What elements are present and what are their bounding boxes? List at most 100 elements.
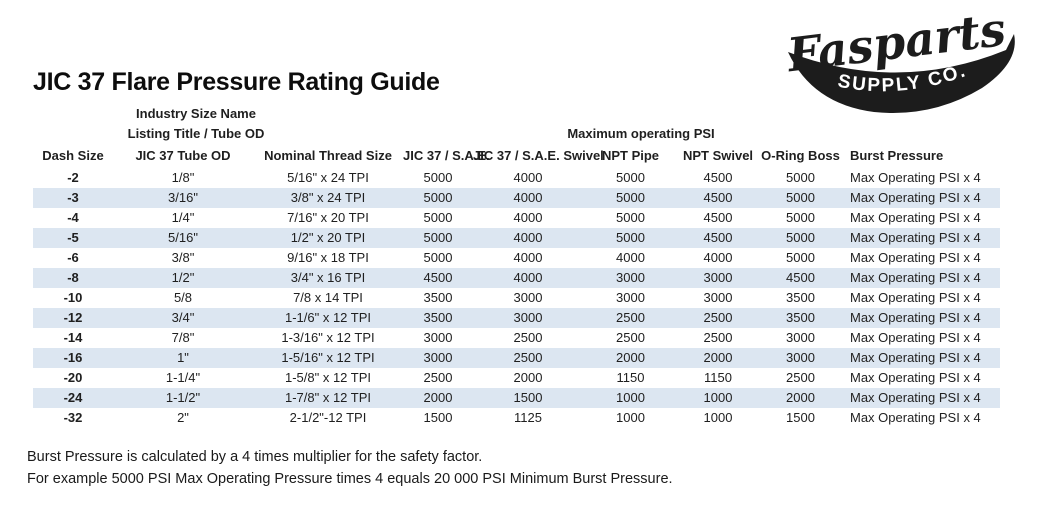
logo-swoosh-shape <box>788 34 1015 113</box>
table-row: -12 3/4" 1-1/6" x 12 TPI 3500 3000 2500 2500 35… <box>33 308 1000 328</box>
table-row: -24 1-1/2" 1-7/8" x 12 TPI 2000 1500 1000 1000… <box>33 388 1000 408</box>
table-cell: -20 <box>63 370 83 385</box>
table-cell: 2000 <box>616 350 645 365</box>
table-cell: 4000 <box>513 190 543 205</box>
table-cell: 1000 <box>703 410 733 425</box>
table-cell: 4000 <box>703 250 733 265</box>
max-operating-psi-group-header: Maximum operating PSI <box>567 126 715 141</box>
page-title: JIC 37 Flare Pressure Rating Guide <box>33 68 440 96</box>
table-cell: 3/4" <box>171 310 195 325</box>
table-cell: 3000 <box>703 270 733 285</box>
table-cell: 3000 <box>616 270 645 285</box>
table-cell: 3/4" x 16 TPI <box>290 270 366 285</box>
table-cell: 5000 <box>423 210 453 225</box>
table-cell: 4000 <box>513 170 543 185</box>
table-cell: -8 <box>67 270 79 285</box>
table-cell: Max Operating PSI x 4 <box>850 370 981 385</box>
table-row: -8 1/2" 3/4" x 16 TPI 4500 4000 3000 3000 4500 M… <box>33 268 1000 288</box>
table-cell: -12 <box>63 310 83 325</box>
table-cell: 4000 <box>513 210 543 225</box>
table-cell: 2" <box>177 410 189 425</box>
column-header-6: NPT Pipe <box>601 148 660 163</box>
table-body: -2 1/8" 5/16" x 24 TPI 5000 4000 5000 4500 5000… <box>33 168 1000 428</box>
table-cell: 5/16" x 24 TPI <box>287 170 369 185</box>
table-cell: 5000 <box>786 230 815 245</box>
listing-title-header: Listing Title / Tube OD <box>127 126 265 141</box>
table-cell: 5000 <box>786 170 815 185</box>
table-row: -32 2" 2-1/2"-12 TPI 1500 1125 1000 1000 1500 Ma… <box>33 408 1000 428</box>
footnote: Burst Pressure is calculated by a 4 time… <box>27 446 673 490</box>
table-cell: 5000 <box>616 190 645 205</box>
table-cell: 1-5/16" x 12 TPI <box>281 350 375 365</box>
table-cell: 5000 <box>616 230 645 245</box>
table-cell: 5000 <box>423 190 453 205</box>
table-cell: 2500 <box>616 330 645 345</box>
table-row: -2 1/8" 5/16" x 24 TPI 5000 4000 5000 4500 5000… <box>33 168 1000 188</box>
table-cell: 3500 <box>786 310 815 325</box>
table-cell: 1/8" <box>171 170 195 185</box>
table-row: -16 1" 1-5/16" x 12 TPI 3000 2500 2000 2000 300… <box>33 348 1000 368</box>
table-cell: -2 <box>67 170 79 185</box>
table-cell: 1500 <box>786 410 815 425</box>
table-cell: Max Operating PSI x 4 <box>850 350 981 365</box>
table-cell: 1150 <box>704 370 732 385</box>
table-cell: 1" <box>177 350 189 365</box>
table-row: -20 1-1/4" 1-5/8" x 12 TPI 2500 2000 1150 1150… <box>33 368 1000 388</box>
table-cell: 2000 <box>786 390 815 405</box>
table-cell: 5/8 <box>173 290 193 305</box>
table-row: -14 7/8" 1-3/16" x 12 TPI 3000 2500 2500 2500 3… <box>33 328 1000 348</box>
column-header-1: Dash Size <box>42 148 104 163</box>
table-cell: 3000 <box>423 330 453 345</box>
table-cell: 2500 <box>513 330 543 345</box>
table-cell: Max Operating PSI x 4 <box>850 170 981 185</box>
table-cell: Max Operating PSI x 4 <box>850 410 981 425</box>
table-cell: 2500 <box>513 350 543 365</box>
column-header-9: Burst Pressure <box>850 148 944 163</box>
table-cell: 1-5/8" x 12 TPI <box>284 370 372 385</box>
table-cell: 3000 <box>513 290 543 305</box>
table-cell: 4000 <box>616 250 645 265</box>
table-cell: 3500 <box>786 290 815 305</box>
table-cell: 1000 <box>616 390 645 405</box>
table-cell: 1-1/2" <box>165 390 201 405</box>
table-cell: 2000 <box>423 390 453 405</box>
industry-size-name-header: Industry Size Name <box>136 106 256 121</box>
table-cell: 5000 <box>423 250 453 265</box>
table-cell: 1-3/16" x 12 TPI <box>281 330 375 345</box>
column-header-row: Dash Size JIC 37 Tube OD Nominal Thread Si… <box>33 144 1000 168</box>
table-row: -5 5/16" 1/2" x 20 TPI 5000 4000 5000 4500 5000… <box>33 228 1000 248</box>
table-cell: 4500 <box>786 270 815 285</box>
table-row: -6 3/8" 9/16" x 18 TPI 5000 4000 4000 4000 5000… <box>33 248 1000 268</box>
table-cell: 3500 <box>423 290 453 305</box>
table-cell: Max Operating PSI x 4 <box>850 250 981 265</box>
table-cell: 1/2" <box>171 270 195 285</box>
table-cell: 5000 <box>786 250 815 265</box>
table-cell: 2500 <box>703 330 733 345</box>
table-cell: 3000 <box>786 330 815 345</box>
table-cell: 3/16" <box>168 190 198 205</box>
table-cell: 2500 <box>423 370 453 385</box>
table-cell: 7/8 x 14 TPI <box>293 290 363 305</box>
table-cell: 1000 <box>616 410 645 425</box>
table-row: -10 5/8 7/8 x 14 TPI 3500 3000 3000 3000 3500 Ma… <box>33 288 1000 308</box>
table-cell: 3000 <box>616 290 645 305</box>
column-header-7: NPT Swivel <box>682 148 754 163</box>
table-cell: Max Operating PSI x 4 <box>850 290 981 305</box>
table-cell: 4500 <box>423 270 453 285</box>
table-cell: Max Operating PSI x 4 <box>850 330 981 345</box>
table-header-row-1: Industry Size Name <box>33 104 1000 124</box>
table-cell: 2-1/2"-12 TPI <box>289 410 367 425</box>
table-cell: 1-7/8" x 12 TPI <box>284 390 372 405</box>
table-cell: -32 <box>63 410 83 425</box>
table-cell: 2500 <box>703 310 733 325</box>
table-cell: Max Operating PSI x 4 <box>850 210 981 225</box>
column-header-8: O-Ring Boss <box>761 148 840 163</box>
table-cell: 4000 <box>513 270 543 285</box>
table-cell: 5000 <box>786 210 815 225</box>
table-cell: 1500 <box>423 410 453 425</box>
table-cell: 3/8" <box>171 250 195 265</box>
table-cell: 3000 <box>423 350 453 365</box>
table-cell: Max Operating PSI x 4 <box>850 270 981 285</box>
table-cell: 5000 <box>616 170 645 185</box>
footnote-line-2: For example 5000 PSI Max Operating Press… <box>27 471 673 487</box>
